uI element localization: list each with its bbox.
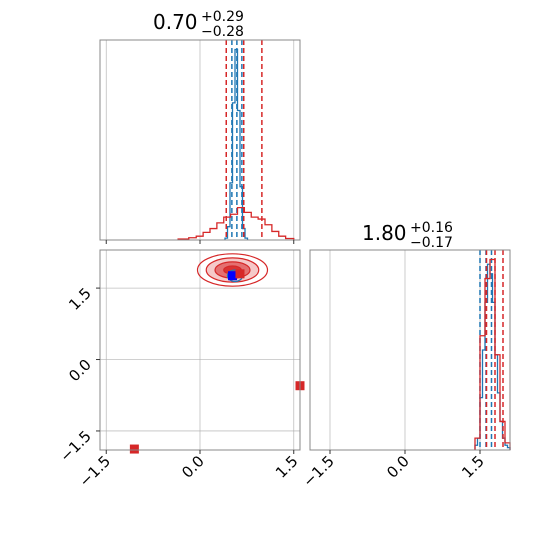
histogram-panel-param-0: 0.70 +0.29 −0.28 [99, 9, 301, 244]
marker-square [129, 444, 139, 454]
contour-panel: −1.5 0.0 1.5 −1.5 0.0 1.5 [56, 249, 305, 491]
y-tick-label: 0.0 [65, 356, 95, 386]
grid [329, 250, 481, 450]
panel-title-median: 0.70 [153, 10, 198, 34]
histogram-series-group [474, 250, 511, 450]
panel-title-minus: −0.17 [410, 235, 453, 251]
axes-frame [309, 249, 511, 451]
x-tick-label: −1.5 [299, 452, 337, 490]
x-tick-label: 0.0 [383, 452, 413, 482]
tick-marks [105, 240, 295, 244]
histogram-series-group [177, 40, 295, 240]
panel-title-median: 1.80 [362, 221, 407, 245]
tick-marks [96, 287, 295, 454]
y-tick-labels: −1.5 0.0 1.5 [56, 284, 94, 465]
histogram-step [177, 206, 295, 240]
y-tick-label: 1.5 [65, 284, 95, 314]
x-tick-label: 0.0 [178, 452, 208, 482]
x-tick-label: 1.5 [272, 452, 302, 482]
y-tick-label: −1.5 [56, 427, 94, 465]
x-tick-label: −1.5 [76, 452, 114, 490]
x-tick-labels: −1.5 0.0 1.5 [299, 452, 487, 490]
contour-group [196, 253, 269, 287]
marker-square [235, 269, 245, 279]
panel-title-plus: +0.16 [410, 220, 453, 236]
grid [105, 40, 295, 240]
histogram-panel-param-1: −1.5 0.0 1.5 1.80 +0.16 −0.17 [299, 220, 511, 491]
panel-title-minus: −0.28 [201, 24, 244, 40]
x-tick-labels: −1.5 0.0 1.5 [76, 452, 302, 490]
marker-square [228, 271, 237, 281]
histogram-step [474, 258, 511, 450]
marker-group [129, 269, 305, 454]
panel-title-plus: +0.29 [201, 9, 244, 25]
x-tick-label: 1.5 [458, 452, 488, 482]
red-contour-level [196, 253, 269, 287]
tick-marks [329, 450, 481, 454]
grid [100, 250, 300, 450]
